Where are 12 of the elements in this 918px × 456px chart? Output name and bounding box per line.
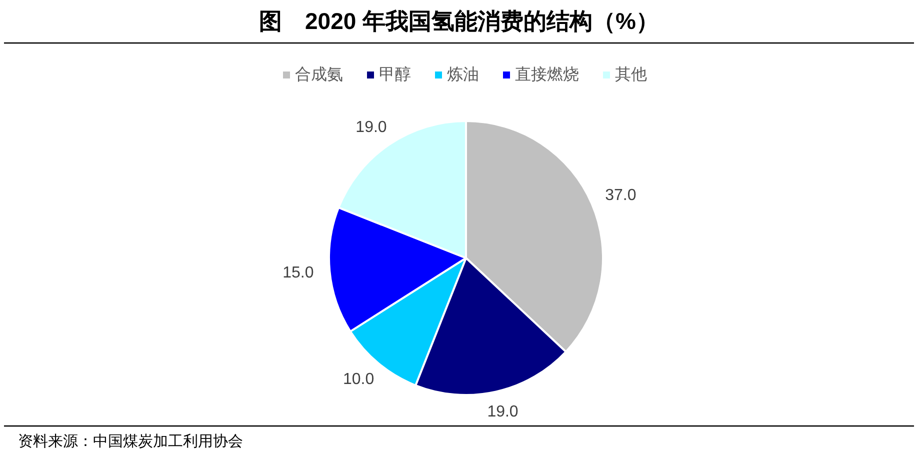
value-label: 15.0 [282, 264, 314, 282]
value-label: 19.0 [356, 118, 387, 136]
value-label: 19.0 [487, 404, 518, 421]
title: 图 2020 年我国氢能消费的结构（%） [259, 8, 659, 34]
legend-label: 炼油 [447, 66, 479, 84]
value-label: 37.0 [605, 186, 636, 204]
legend-label: 直接燃烧 [515, 66, 579, 84]
legend-label: 甲醇 [379, 66, 411, 84]
legend-label: 其他 [615, 66, 647, 84]
value-label: 10.0 [342, 371, 374, 388]
legend-label: 合成氨 [295, 66, 343, 84]
annotation: 资料来源：中国煤炭加工利用协会 [18, 434, 243, 450]
